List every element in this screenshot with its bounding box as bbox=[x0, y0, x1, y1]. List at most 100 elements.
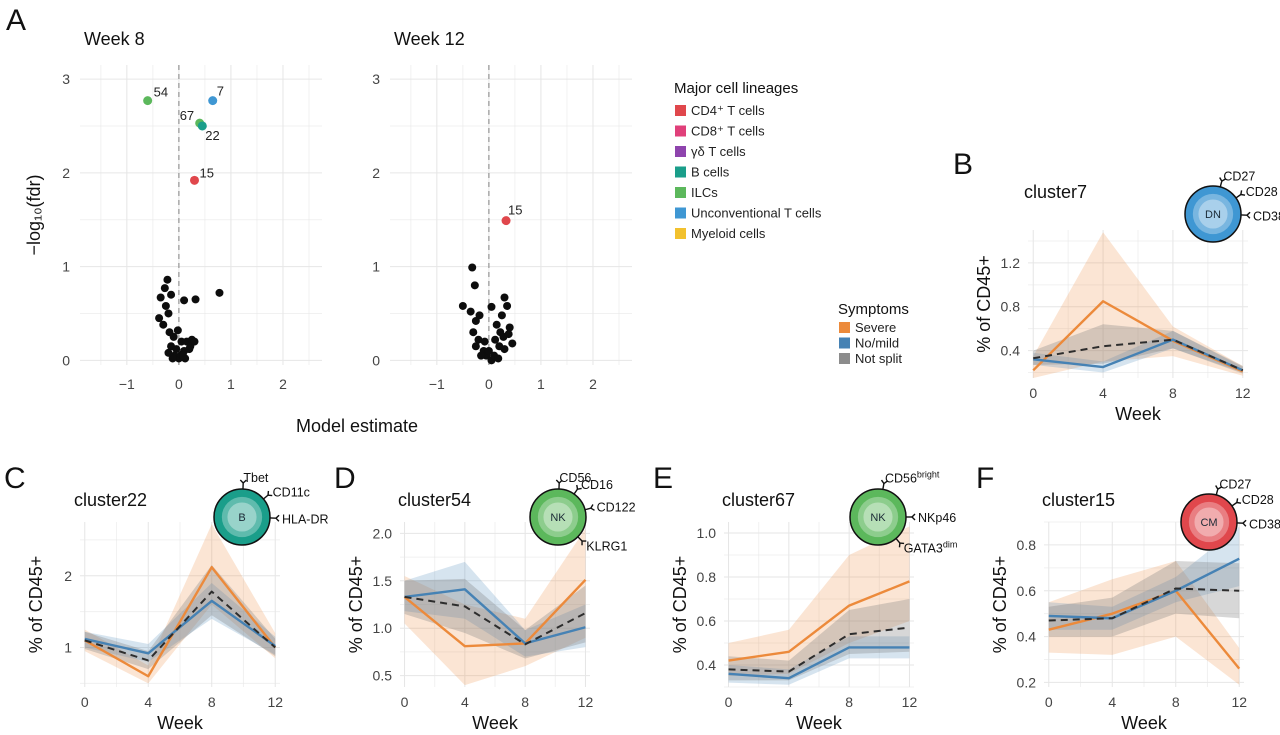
data-point bbox=[491, 335, 500, 344]
data-point bbox=[468, 263, 477, 272]
series-line-notsplit bbox=[728, 626, 910, 673]
x-tick-label: 0 bbox=[81, 694, 89, 710]
receptor-arm bbox=[1242, 519, 1247, 524]
cell-icon: DN bbox=[1184, 185, 1242, 243]
receptor-arm bbox=[239, 479, 244, 484]
receptor-arm bbox=[576, 484, 579, 490]
surface-receptor bbox=[269, 514, 280, 522]
cell-type-label: NK bbox=[550, 512, 566, 524]
data-point bbox=[180, 296, 189, 305]
legend-item-label: Myeloid cells bbox=[691, 226, 766, 241]
cell-icon: CM bbox=[1180, 493, 1238, 551]
receptor-arm bbox=[242, 479, 247, 484]
data-point bbox=[492, 320, 501, 329]
x-tick-label: 8 bbox=[845, 694, 853, 710]
receptor-arm bbox=[1240, 190, 1243, 195]
data-point bbox=[173, 326, 182, 335]
confidence-band-severe bbox=[84, 524, 276, 684]
receptor-arm bbox=[1236, 498, 1239, 503]
receptor-arm bbox=[558, 479, 563, 484]
x-tick-label: 12 bbox=[578, 694, 594, 710]
marker-label: Tbet bbox=[243, 471, 269, 485]
y-tick-label: 0.4 bbox=[1001, 343, 1021, 359]
chart-title: cluster54 bbox=[398, 490, 471, 510]
data-point bbox=[494, 354, 503, 363]
y-tick-label: 1.0 bbox=[373, 620, 393, 636]
highlighted-point bbox=[501, 216, 511, 226]
receptor-stem bbox=[1235, 193, 1242, 199]
chart-title: Week 12 bbox=[394, 29, 465, 49]
x-tick-label: 8 bbox=[521, 694, 529, 710]
surface-receptor bbox=[1236, 519, 1247, 527]
series-line-nomild bbox=[1048, 557, 1240, 620]
data-point bbox=[160, 284, 169, 293]
receptor-arm bbox=[577, 487, 582, 490]
receptor-arm bbox=[1242, 522, 1247, 527]
data-point bbox=[471, 342, 480, 351]
marker-label: CD27 bbox=[1219, 477, 1251, 491]
cell-icon: NK bbox=[849, 488, 907, 546]
x-tick-label: 0 bbox=[725, 694, 733, 710]
confidence-band-nomild bbox=[1033, 330, 1243, 373]
marker-label-base: GATA3 bbox=[904, 542, 943, 556]
legend-swatch bbox=[675, 228, 686, 239]
highlighted-point bbox=[208, 96, 218, 106]
line-panel-f: 0 4 8 12 0.2 0.4 0.6 0.8 Week % of CD45+ cluster15… bbox=[990, 477, 1280, 733]
receptor-arm bbox=[1246, 214, 1251, 219]
data-point bbox=[458, 301, 467, 310]
marker-label: CD56bright bbox=[885, 470, 940, 486]
receptor-arm bbox=[911, 513, 916, 518]
legend-swatch bbox=[839, 353, 850, 364]
confidence-band-severe bbox=[1033, 232, 1243, 378]
legend-swatch bbox=[675, 105, 686, 116]
receptor-arm bbox=[911, 516, 916, 521]
x-tick-label: 4 bbox=[144, 694, 152, 710]
confidence-band-notsplit bbox=[84, 565, 276, 670]
x-tick-label: 0 bbox=[175, 376, 183, 392]
marker-label: HLA-DR bbox=[282, 512, 329, 526]
chart-title: cluster7 bbox=[1024, 182, 1087, 202]
cell-type-label: DN bbox=[1205, 209, 1221, 221]
x-tick-label: 0 bbox=[1045, 694, 1053, 710]
confidence-band-nomild bbox=[404, 561, 586, 657]
y-tick-label: 0.8 bbox=[1001, 299, 1021, 315]
legend-swatch bbox=[675, 146, 686, 157]
y-tick-label: 0.8 bbox=[1017, 537, 1037, 553]
surface-receptor bbox=[1240, 211, 1251, 219]
legend-swatch bbox=[675, 207, 686, 219]
y-tick-label: 0 bbox=[372, 352, 380, 368]
data-point bbox=[169, 332, 178, 341]
receptor-stem bbox=[895, 537, 901, 544]
point-label: 54 bbox=[154, 85, 168, 100]
x-tick-label: 1 bbox=[227, 376, 235, 392]
receptor-arm bbox=[1219, 177, 1223, 182]
x-tick-label: 12 bbox=[1235, 385, 1251, 401]
chart-title: cluster15 bbox=[1042, 490, 1115, 510]
receptor-stem bbox=[1231, 501, 1238, 507]
x-tick-label: 4 bbox=[1108, 694, 1116, 710]
surface-receptor bbox=[906, 513, 916, 521]
point-label: 67 bbox=[180, 108, 194, 123]
marker-label: GATA3dim bbox=[904, 540, 958, 556]
data-point bbox=[168, 354, 177, 363]
receptor-arm bbox=[275, 514, 280, 519]
receptor-arm bbox=[590, 507, 595, 511]
series-line-notsplit bbox=[84, 590, 276, 662]
y-tick-label: 1 bbox=[62, 259, 70, 275]
y-tick-label: 0.4 bbox=[1017, 629, 1037, 645]
x-axis-label: Week bbox=[1121, 713, 1168, 733]
x-tick-label: 8 bbox=[1169, 385, 1177, 401]
data-point bbox=[155, 314, 164, 323]
marker-label: CD38 bbox=[1253, 209, 1280, 223]
panel-letter-f: F bbox=[976, 462, 994, 495]
series-line-nomild bbox=[1033, 338, 1244, 372]
x-tick-label: 0 bbox=[485, 376, 493, 392]
cell-nucleus bbox=[1194, 507, 1224, 537]
y-tick-label: 0.6 bbox=[1017, 583, 1037, 599]
line-panel-e: 0 4 8 12 0.4 0.6 0.8 1.0 Week % of CD45+ cluster67… bbox=[670, 470, 957, 733]
confidence-band-severe bbox=[404, 528, 586, 686]
x-tick-label: 2 bbox=[279, 376, 287, 392]
marker-label-superscript: dim bbox=[943, 540, 958, 550]
y-axis-label: % of CD45+ bbox=[26, 556, 46, 654]
receptor-arm bbox=[275, 517, 280, 522]
